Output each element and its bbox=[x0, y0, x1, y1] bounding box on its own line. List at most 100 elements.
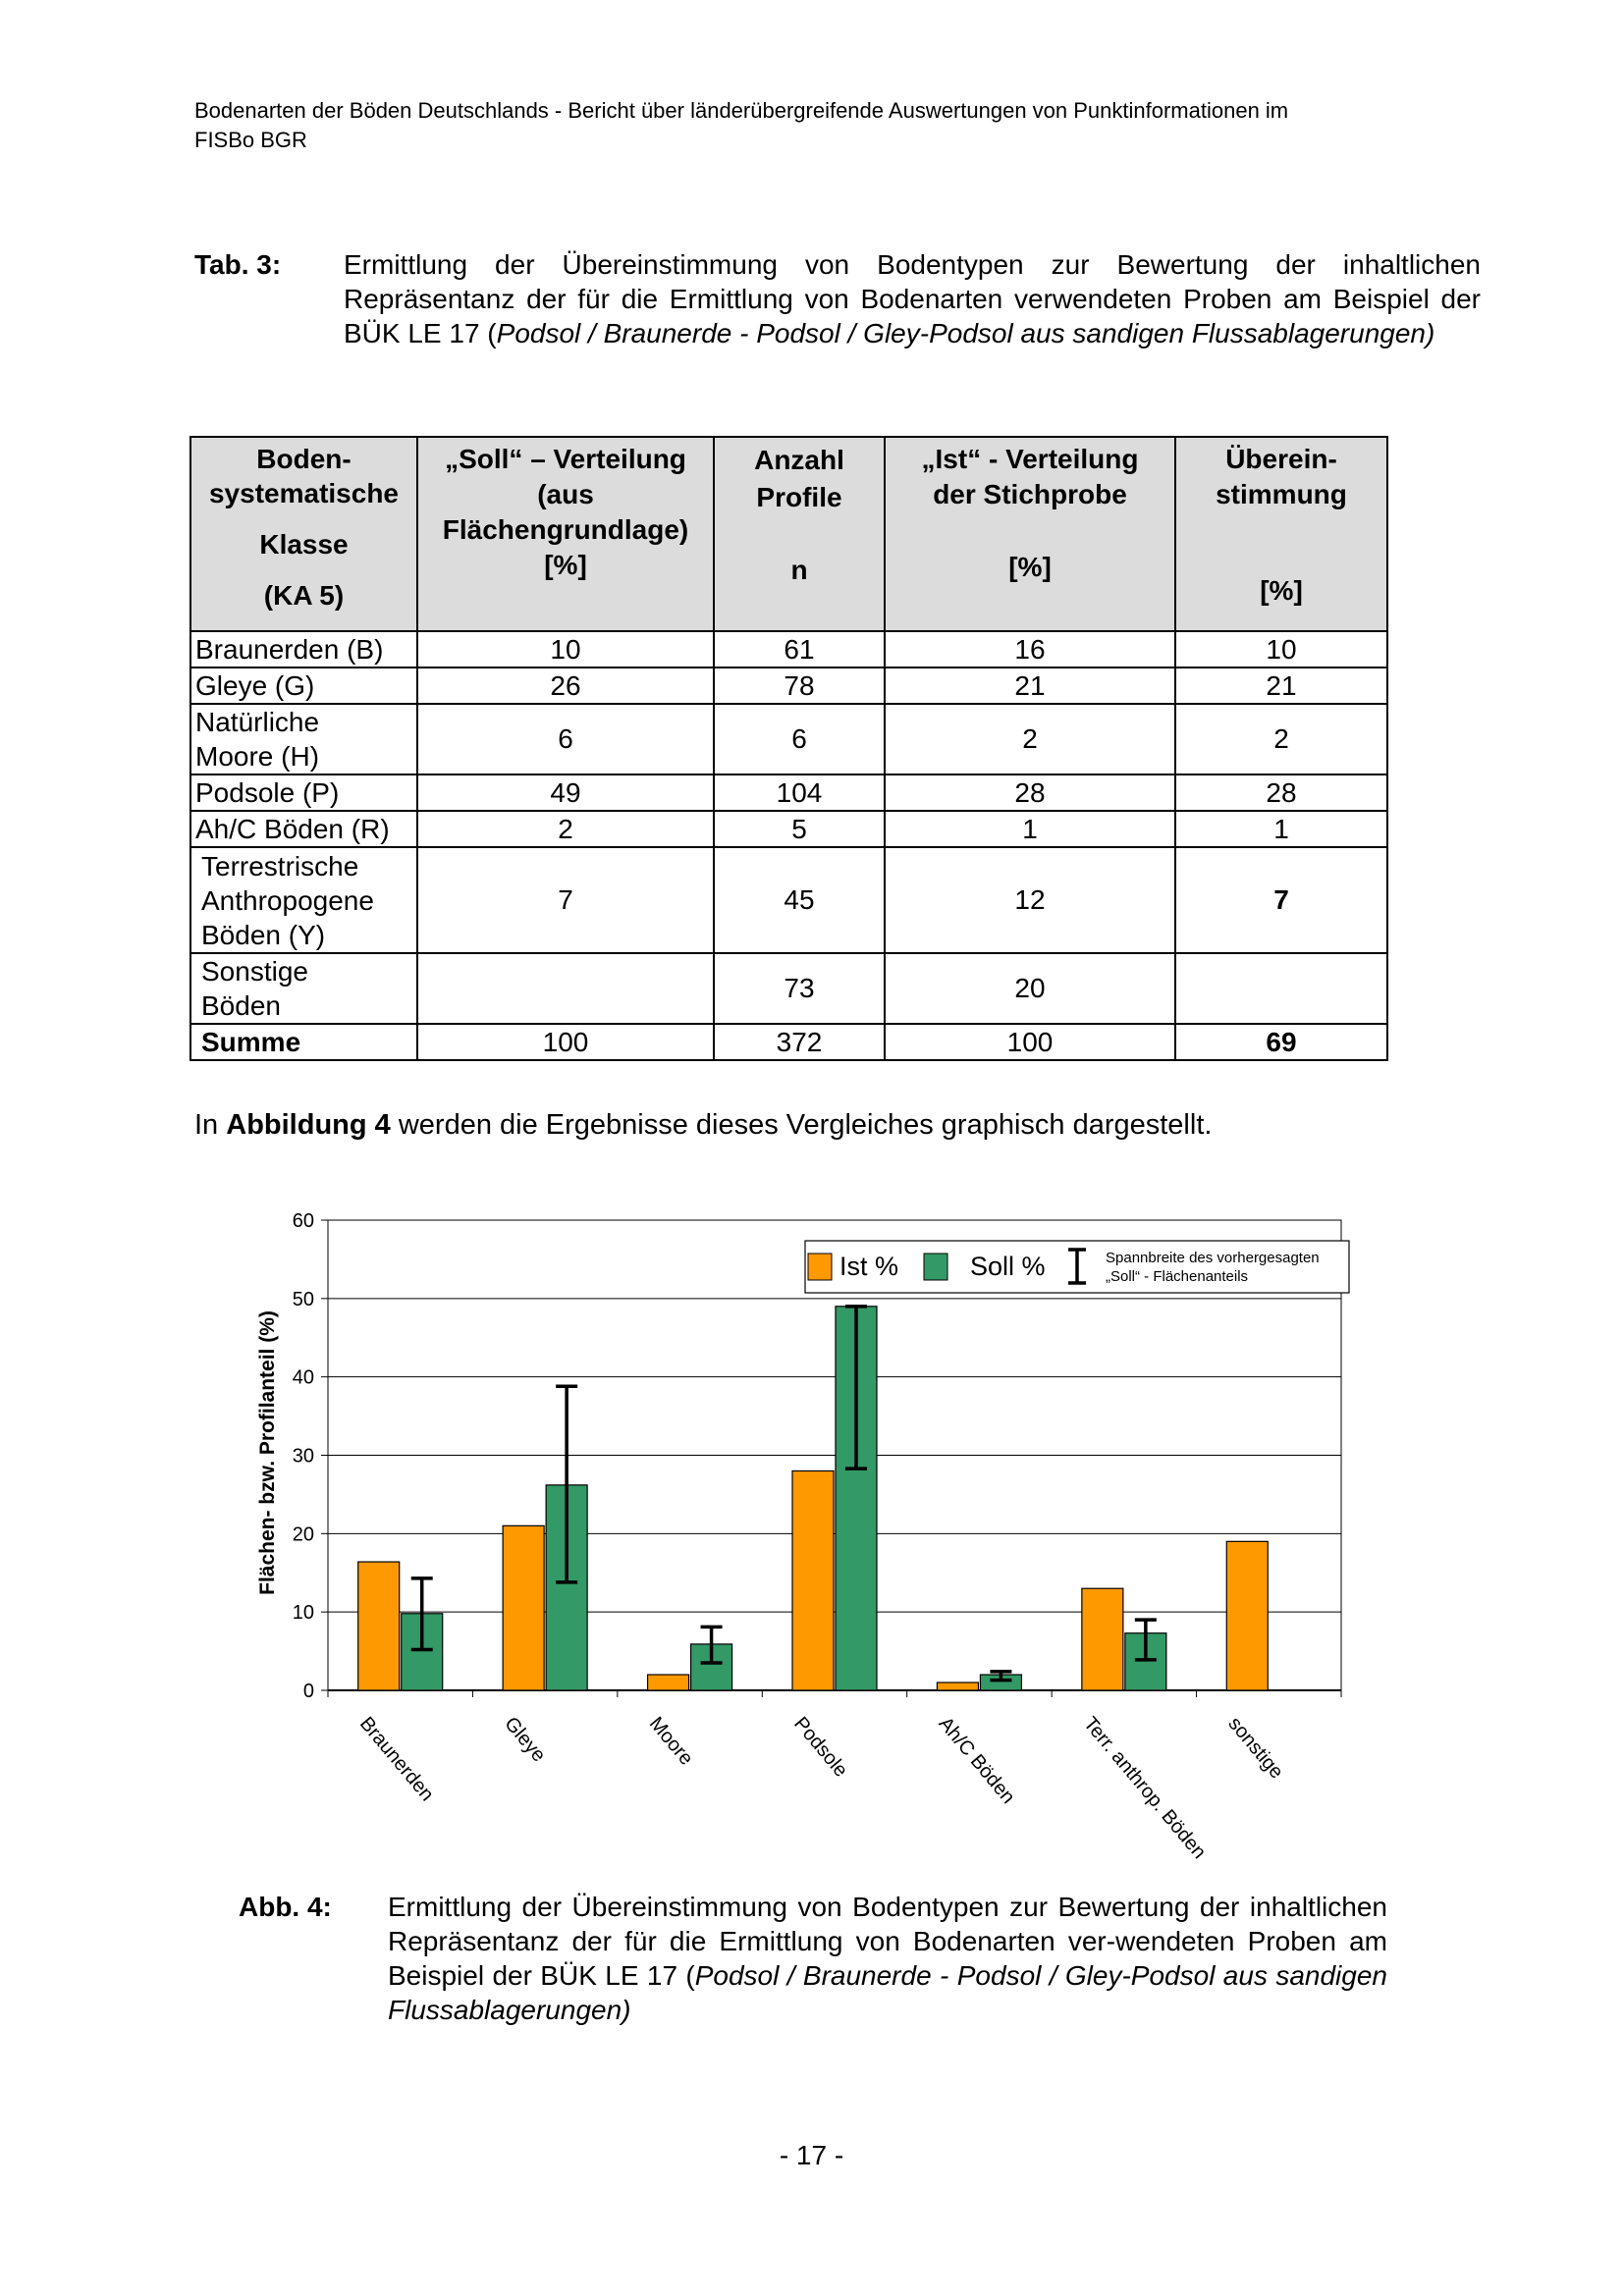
cell-ueb: 2 bbox=[1174, 703, 1388, 775]
figure-caption-text-italic: Podsol / Braunerde - Podsol / Gley-Podso… bbox=[388, 1960, 1387, 2025]
cell-ist: 28 bbox=[884, 774, 1176, 812]
legend-label-range-line2: „Soll“ - Flächenanteils bbox=[1106, 1268, 1248, 1285]
table-caption-text-italic: Podsol / Braunerde - Podsol / Gley-Podso… bbox=[496, 318, 1435, 348]
figure-caption: Abb. 4: Ermittlung der Übereinstimmung v… bbox=[239, 1890, 1387, 2037]
y-tick-label: 10 bbox=[293, 1602, 314, 1624]
col-header-ist: „Ist“ - Verteilung der Stichprobe [%] bbox=[884, 436, 1176, 632]
cell-sum-label: Summe bbox=[189, 1023, 418, 1061]
table-row: Ah/C Böden (R) 2 5 1 1 bbox=[189, 810, 1388, 848]
col-header-anzahl: Anzahl Profile n bbox=[713, 436, 886, 632]
y-axis-label: Flächen- bzw. Profilanteil (%) bbox=[256, 1310, 279, 1595]
y-tick-label: 30 bbox=[293, 1446, 314, 1468]
bar-ist bbox=[646, 1674, 690, 1691]
x-tick-label: Terr. anthrop. Böden bbox=[1079, 1713, 1210, 1863]
cell-klasse: Braunerden (B) bbox=[189, 630, 418, 668]
cell-soll: 10 bbox=[416, 630, 715, 668]
x-tick-label: Braunerden bbox=[355, 1713, 438, 1805]
x-tick-label: Moore bbox=[645, 1713, 697, 1770]
cell-klasse-text: Braunerden (B) bbox=[195, 634, 384, 665]
intro-text-before: In bbox=[194, 1109, 227, 1141]
col-header-ueb-l2: stimmung bbox=[1216, 479, 1347, 509]
cell-n: 6 bbox=[713, 703, 886, 775]
cell-soll: 26 bbox=[416, 667, 715, 705]
table-row: Natürliche Moore (H) 6 6 2 2 bbox=[189, 703, 1388, 775]
cell-ueb: 10 bbox=[1174, 630, 1388, 668]
legend-label-ist: Ist % bbox=[839, 1252, 898, 1281]
cell-ueb: 1 bbox=[1174, 810, 1388, 848]
cell-soll: 2 bbox=[416, 810, 715, 848]
col-header-soll-l4: [%] bbox=[544, 550, 587, 580]
table-caption: Tab. 3: Ermittlung der Übereinstimmung v… bbox=[194, 247, 1481, 390]
cell-soll: 49 bbox=[416, 774, 715, 812]
intro-paragraph: In Abbildung 4 werden die Ergebnisse die… bbox=[194, 1109, 1212, 1142]
cell-n: 61 bbox=[713, 630, 886, 668]
col-header-klasse-l2: systematische bbox=[208, 478, 399, 508]
col-header-klasse-l4: (KA 5) bbox=[263, 580, 345, 611]
col-header-ist-l3: [%] bbox=[1008, 552, 1052, 582]
cell-klasse-text: Podsole (P) bbox=[195, 777, 340, 808]
table-row: Sonstige Böden 73 20 bbox=[189, 952, 1388, 1025]
figure-caption-text-main: Ermittlung der Übereinstimmung von Boden… bbox=[388, 1892, 1387, 1991]
running-header-line1: Bodenarten der Böden Deutschlands - Beri… bbox=[194, 98, 1289, 123]
x-tick-label: Podsole bbox=[789, 1713, 851, 1782]
col-header-anzahl-l1: Anzahl bbox=[754, 445, 844, 475]
cell-ist: 12 bbox=[884, 846, 1176, 954]
bar-ist bbox=[502, 1524, 545, 1691]
col-header-soll-l2: (aus bbox=[537, 479, 594, 509]
cell-klasse-text: Natürliche bbox=[195, 707, 320, 737]
bar-ist bbox=[357, 1561, 401, 1691]
cell-klasse-text: Sonstige bbox=[201, 956, 308, 987]
cell-klasse: Sonstige Böden bbox=[189, 952, 418, 1025]
legend-swatch-ist bbox=[807, 1253, 833, 1281]
col-header-ist-l2: der Stichprobe bbox=[933, 479, 1127, 509]
y-tick-label: 50 bbox=[293, 1289, 314, 1310]
cell-klasse-text: Böden bbox=[201, 990, 281, 1021]
cell-ist: 2 bbox=[884, 703, 1176, 775]
y-tick-label: 40 bbox=[293, 1367, 314, 1389]
page-number: - 17 - bbox=[779, 2140, 844, 2170]
table-caption-text-main: Ermittlung der Übereinstimmung von Boden… bbox=[344, 249, 1481, 348]
cell-klasse: Ah/C Böden (R) bbox=[189, 810, 418, 848]
cell-soll: 7 bbox=[416, 846, 715, 954]
cell-klasse-text: Gleye (G) bbox=[195, 670, 315, 701]
cell-ueb: 7 bbox=[1174, 846, 1388, 954]
col-header-ist-l1: „Ist“ - Verteilung bbox=[921, 444, 1139, 474]
col-header-klasse-l1: Boden- bbox=[256, 444, 352, 474]
cell-sum-ist: 100 bbox=[884, 1023, 1176, 1061]
cell-sum-n: 372 bbox=[713, 1023, 886, 1061]
running-header: Bodenarten der Böden Deutschlands - Beri… bbox=[194, 96, 1500, 155]
cell-klasse-text: Terrestrische bbox=[201, 850, 359, 881]
intro-text-after: werden die Ergebnisse dieses Vergleiches… bbox=[390, 1109, 1213, 1141]
cell-klasse-text: Moore (H) bbox=[195, 741, 320, 772]
col-header-ueb-l1: Überein- bbox=[1225, 444, 1337, 474]
cell-n: 5 bbox=[713, 810, 886, 848]
col-header-soll: „Soll“ – Verteilung (aus Flächengrundlag… bbox=[416, 436, 715, 632]
cell-n: 45 bbox=[713, 846, 886, 954]
x-tick-label: Gleye bbox=[500, 1713, 549, 1766]
cell-ueb bbox=[1174, 952, 1388, 1025]
cell-klasse: Gleye (G) bbox=[189, 667, 418, 705]
figure-caption-label: Abb. 4: bbox=[239, 1892, 332, 1922]
cell-ist: 1 bbox=[884, 810, 1176, 848]
col-header-anzahl-l3: n bbox=[790, 555, 808, 585]
cell-sum-soll: 100 bbox=[416, 1023, 715, 1061]
legend-swatch-soll bbox=[923, 1253, 948, 1281]
table-header-row: Boden- systematische Klasse (KA 5) „Soll… bbox=[189, 436, 1388, 632]
legend-label-soll: Soll % bbox=[970, 1252, 1046, 1281]
y-tick-label: 0 bbox=[303, 1681, 314, 1702]
cell-ueb: 28 bbox=[1174, 774, 1388, 812]
col-header-klasse: Boden- systematische Klasse (KA 5) bbox=[189, 436, 418, 632]
col-header-ueb-l3: [%] bbox=[1260, 575, 1303, 606]
table-row: Terrestrische Anthropogene Böden (Y) 7 4… bbox=[189, 846, 1388, 954]
cell-klasse: Terrestrische Anthropogene Böden (Y) bbox=[189, 846, 418, 954]
cell-klasse-text: Böden (Y) bbox=[201, 919, 326, 950]
table-caption-text: Ermittlung der Übereinstimmung von Boden… bbox=[344, 247, 1481, 350]
bar-ist bbox=[1081, 1587, 1124, 1691]
cell-klasse: Natürliche Moore (H) bbox=[189, 703, 418, 775]
intro-figure-ref: Abbildung 4 bbox=[226, 1109, 391, 1141]
cell-n: 104 bbox=[713, 774, 886, 812]
legend-label-range-line1: Spannbreite des vorhergesagten bbox=[1106, 1250, 1320, 1266]
cell-n: 78 bbox=[713, 667, 886, 705]
cell-soll: 6 bbox=[416, 703, 715, 775]
running-header-line2: FISBo BGR bbox=[194, 128, 307, 152]
